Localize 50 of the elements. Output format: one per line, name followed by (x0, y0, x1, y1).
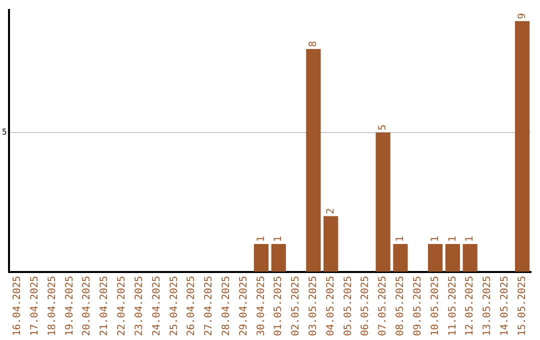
data-label: 2 (325, 208, 336, 214)
bar (445, 244, 460, 272)
x-tick-label: 03.05.2025 (308, 276, 320, 336)
x-tick-label: 07.05.2025 (378, 276, 389, 336)
x-tick-label: 18.04.2025 (46, 276, 58, 336)
bar (271, 244, 286, 272)
x-tick-label: 29.04.2025 (238, 276, 250, 336)
bar (428, 244, 443, 272)
x-tick-label: 26.04.2025 (186, 276, 198, 336)
x-tick-label: 27.04.2025 (204, 276, 215, 336)
x-tick-label: 24.04.2025 (151, 276, 162, 336)
bar (306, 48, 321, 272)
x-tick-label: 19.04.2025 (64, 276, 76, 336)
x-tick-label: 04.05.2025 (325, 276, 336, 336)
data-label: 1 (256, 236, 267, 242)
x-tick-label: 05.05.2025 (342, 276, 354, 336)
bar (324, 216, 338, 272)
bar (376, 132, 390, 272)
data-label: 5 (378, 124, 389, 131)
x-tick-label: 13.05.2025 (482, 276, 494, 336)
x-tick-label: 23.04.2025 (134, 276, 145, 336)
x-tick-label: 16.04.2025 (12, 276, 24, 336)
x-tick-label: 14.05.2025 (499, 276, 510, 336)
x-tick-label: 10.05.2025 (430, 276, 441, 336)
x-tick-label: 20.04.2025 (82, 276, 93, 336)
x-tick-label: 01.05.2025 (273, 276, 284, 336)
data-label: 8 (308, 40, 320, 47)
bar (393, 244, 408, 272)
data-label: 1 (273, 236, 284, 242)
x-tick-label: 09.05.2025 (412, 276, 424, 336)
x-tick-label: 11.05.2025 (447, 276, 458, 336)
data-label: 1 (464, 236, 476, 242)
data-label: 1 (447, 236, 458, 242)
data-label: 9 (516, 13, 528, 20)
bar (254, 244, 269, 272)
x-tick-label: 21.04.2025 (99, 276, 110, 336)
data-label: 1 (430, 236, 441, 242)
x-tick-label: 02.05.2025 (290, 276, 302, 336)
bar (462, 244, 478, 272)
x-tick-label: 25.04.2025 (168, 276, 180, 336)
x-tick-label: 28.04.2025 (220, 276, 232, 336)
x-tick-label: 12.05.2025 (464, 276, 476, 336)
x-tick-label: 30.04.2025 (256, 276, 267, 336)
x-tick-label: 08.05.2025 (395, 276, 406, 336)
x-tick-label: 15.05.2025 (516, 276, 528, 336)
x-tick-label: 22.04.2025 (116, 276, 128, 336)
data-label: 1 (395, 236, 406, 242)
bar (514, 21, 530, 272)
x-tick-label: 17.04.2025 (30, 276, 41, 336)
x-tick-label: 06.05.2025 (360, 276, 372, 336)
